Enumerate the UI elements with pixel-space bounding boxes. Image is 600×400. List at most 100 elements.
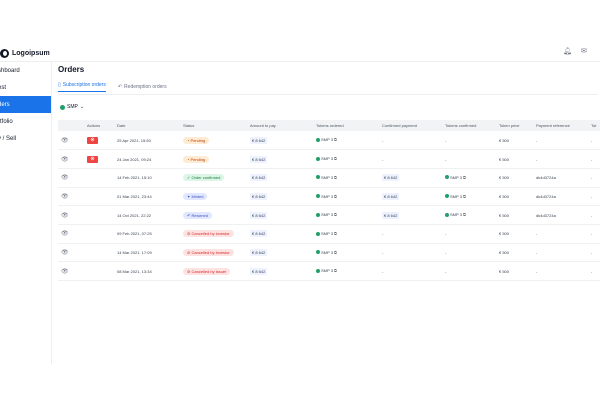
tokens-confirmed-cell: - bbox=[442, 149, 496, 169]
view-cell: 👁︎ bbox=[58, 224, 84, 244]
copy-icon[interactable]: ⧉ bbox=[333, 156, 337, 162]
token-icon bbox=[316, 156, 320, 161]
date-cell: 14 Oct 2021, 22:22 bbox=[114, 205, 180, 225]
payment-reference-cell: dk4d3724a bbox=[533, 187, 588, 207]
tab-subscription-orders[interactable]: ▯ Subscription orders bbox=[58, 82, 106, 92]
date-cell: 25 Apr 2021, 15:50 bbox=[114, 131, 180, 151]
status-label: Cancelled by issuer bbox=[191, 268, 227, 274]
copy-icon[interactable]: ⧉ bbox=[333, 268, 337, 274]
amount-cell: € 8 642 bbox=[247, 149, 313, 169]
table-row[interactable]: 👁︎ 14 Feb 2021, 15:10 ✓ Order confirmed € 8… bbox=[58, 168, 600, 188]
date-cell: 24 Jan 2021, 09:24 bbox=[114, 149, 180, 169]
table-body: 👁︎ ⊗ 25 Apr 2021, 15:50 ◔ Pending € 8 642 SMP… bbox=[58, 131, 600, 281]
sidebar-item-label: rtfolio bbox=[0, 118, 13, 125]
sidebar-item[interactable]: est bbox=[0, 79, 51, 96]
status-cell: ◔ Pending bbox=[180, 149, 247, 169]
sidebar-item[interactable]: rtfolio bbox=[0, 113, 51, 130]
tokens-ordered-value: SMP 3 bbox=[321, 193, 333, 199]
tokens-confirmed-cell: - bbox=[442, 261, 496, 281]
column-header bbox=[58, 120, 84, 131]
brand-logo[interactable]: Logoipsum bbox=[0, 49, 50, 58]
payment-reference: - bbox=[536, 231, 538, 237]
view-cell: 👁︎ bbox=[58, 168, 84, 188]
status-icon: ◔ bbox=[187, 137, 191, 143]
confirmed-payment-cell: € 8 642 bbox=[379, 187, 442, 207]
bell-icon[interactable]: 🔔︎ bbox=[563, 48, 572, 55]
tokens-ordered-cell: SMP 3 ⧉ bbox=[313, 187, 379, 207]
sidebar-item[interactable]: ders bbox=[0, 96, 51, 113]
table-row[interactable]: 👁︎ 01 Mar 2021, 23:44 ✦ Minted € 8 642 SMP 3… bbox=[58, 187, 600, 207]
sidebar: shboard est ders rtfolio y / Sell bbox=[0, 62, 52, 364]
column-header: Amount to pay bbox=[247, 120, 313, 131]
eye-icon[interactable]: 👁︎ bbox=[61, 268, 69, 275]
token-price-cell: € 500 bbox=[496, 261, 533, 281]
table-row[interactable]: 👁︎ 09 Feb 2021, 07:25 ⊘ Cancelled by inves… bbox=[58, 224, 600, 244]
amount-cell: € 8 642 bbox=[247, 205, 313, 225]
tokens-confirmed-value: SMP 3 bbox=[450, 193, 462, 199]
token-icon bbox=[316, 231, 320, 236]
status-label: Minted bbox=[191, 193, 204, 199]
token-icon bbox=[316, 175, 320, 180]
order-date: 25 Apr 2021, 15:50 bbox=[117, 137, 151, 143]
copy-icon[interactable]: ⧉ bbox=[333, 231, 337, 237]
table-header-row: Actions Date Status Amount to pay Tokens ord… bbox=[58, 120, 600, 131]
status-icon: ⊘ bbox=[187, 249, 192, 255]
token-price-cell: € 500 bbox=[496, 131, 533, 151]
copy-icon[interactable]: ⧉ bbox=[333, 137, 337, 143]
sidebar-item-label: ders bbox=[0, 101, 10, 108]
page-title: Orders bbox=[58, 65, 85, 74]
tokens-ordered: SMP 3 ⧉ bbox=[316, 194, 337, 199]
cancel-order-button[interactable]: ⊗ bbox=[87, 136, 98, 144]
cancel-order-button[interactable]: ⊗ bbox=[87, 155, 98, 163]
total-value: - bbox=[591, 137, 593, 143]
column-header: Payment reference bbox=[533, 120, 588, 131]
sidebar-item[interactable]: y / Sell bbox=[0, 130, 51, 147]
status-label: Returned bbox=[191, 212, 208, 218]
copy-icon[interactable]: ⧉ bbox=[462, 193, 466, 199]
eye-icon[interactable]: 👁︎ bbox=[61, 137, 69, 144]
copy-icon[interactable]: ⧉ bbox=[333, 249, 337, 255]
total-value: - bbox=[591, 249, 593, 255]
token-icon bbox=[316, 194, 320, 199]
token-price-cell: € 500 bbox=[496, 205, 533, 225]
orders-table: Actions Date Status Amount to pay Tokens ord… bbox=[58, 120, 600, 281]
total-value: - bbox=[591, 193, 593, 199]
copy-icon[interactable]: ⧉ bbox=[462, 212, 466, 218]
copy-icon[interactable]: ⧉ bbox=[462, 174, 466, 180]
order-date: 14 Oct 2021, 22:22 bbox=[117, 212, 152, 218]
status-cell: ✦ Minted bbox=[180, 187, 247, 207]
token-price-cell: € 500 bbox=[496, 168, 533, 188]
copy-icon[interactable]: ⧉ bbox=[333, 212, 337, 218]
date-cell: 01 Mar 2021, 23:44 bbox=[114, 187, 180, 207]
tab-redemption-orders[interactable]: ↶ Redemption orders bbox=[118, 82, 167, 92]
tokens-confirmed-value: SMP 3 bbox=[450, 212, 462, 218]
copy-icon[interactable]: ⧉ bbox=[333, 193, 337, 199]
table-row[interactable]: 👁︎ ⊗ 25 Apr 2021, 15:50 ◔ Pending € 8 642 SMP… bbox=[58, 131, 600, 151]
table-row[interactable]: 👁︎ 14 Mar 2021, 17:09 ⊘ Cancelled by inves… bbox=[58, 243, 600, 263]
order-date: 08 Mar 2021, 13:34 bbox=[117, 268, 152, 274]
table-row[interactable]: 👁︎ 14 Oct 2021, 22:22 ↶ Returned € 8 642 SMP… bbox=[58, 205, 600, 225]
copy-icon[interactable]: ⧉ bbox=[333, 174, 337, 180]
eye-icon[interactable]: 👁︎ bbox=[61, 175, 69, 182]
eye-icon[interactable]: 👁︎ bbox=[61, 156, 69, 163]
eye-icon[interactable]: 👁︎ bbox=[61, 231, 69, 238]
status-cell: ↶ Returned bbox=[180, 205, 247, 225]
token-filter-select[interactable]: SMP ⌄ bbox=[60, 104, 84, 110]
eye-icon[interactable]: 👁︎ bbox=[61, 193, 69, 200]
amount-to-pay: € 8 642 bbox=[250, 211, 268, 219]
table-row[interactable]: 👁︎ 08 Mar 2021, 13:34 ⊘ Cancelled by issue… bbox=[58, 261, 600, 281]
token-icon bbox=[445, 212, 449, 217]
status-label: Cancelled by investor bbox=[191, 231, 230, 237]
eye-icon[interactable]: 👁︎ bbox=[61, 249, 69, 256]
tokens-ordered-cell: SMP 3 ⧉ bbox=[313, 224, 379, 244]
status-label: Order confirmed bbox=[191, 175, 221, 181]
table-row[interactable]: 👁︎ ⊗ 24 Jan 2021, 09:24 ◔ Pending € 8 642 SMP… bbox=[58, 149, 600, 169]
date-cell: 08 Mar 2021, 13:34 bbox=[114, 261, 180, 281]
payment-reference-cell: - bbox=[533, 131, 588, 151]
eye-icon[interactable]: 👁︎ bbox=[61, 212, 69, 219]
total-cell: - bbox=[588, 243, 600, 263]
sidebar-item[interactable]: shboard bbox=[0, 62, 51, 79]
amount-cell: € 8 642 bbox=[247, 187, 313, 207]
actions-cell: ⊗ bbox=[84, 149, 114, 169]
mail-icon[interactable]: ✉ bbox=[581, 48, 587, 55]
